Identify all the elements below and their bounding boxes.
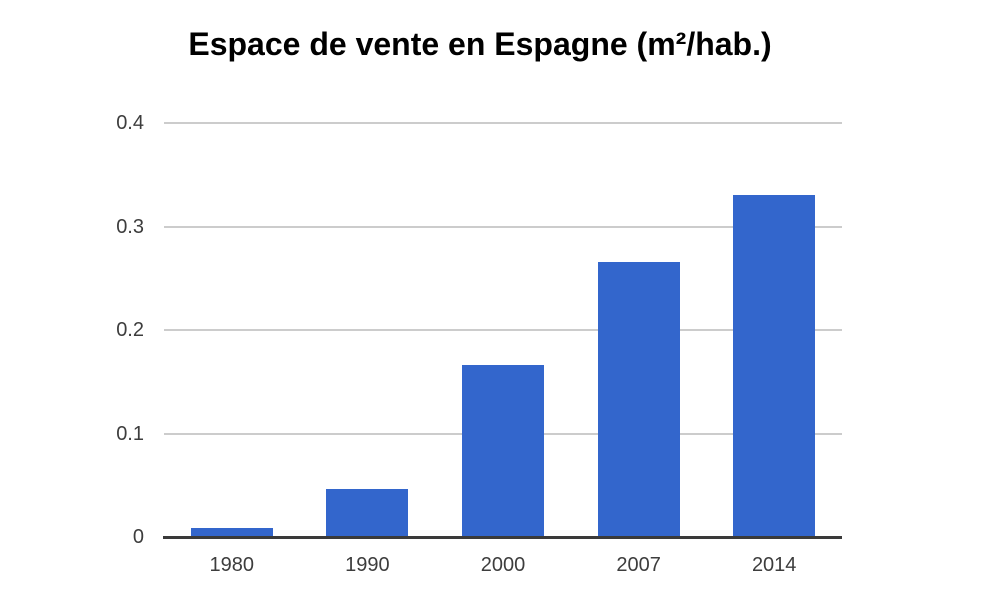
x-axis-tick-label: 1990 bbox=[345, 554, 390, 576]
y-axis-tick-label: 0.1 bbox=[116, 422, 144, 445]
y-axis-tick-label: 0.3 bbox=[116, 215, 144, 238]
x-axis-line bbox=[163, 536, 842, 539]
y-axis-tick-label: 0.2 bbox=[116, 319, 144, 341]
bar-2000 bbox=[462, 365, 544, 536]
x-axis-tick-label: 2007 bbox=[616, 554, 661, 576]
gridline-0.3 bbox=[164, 225, 842, 228]
x-axis-tick-label: 2014 bbox=[751, 554, 797, 576]
bar-2014 bbox=[733, 194, 816, 536]
x-axis-tick-label: 1980 bbox=[209, 554, 255, 576]
y-axis-tick-label: 0 bbox=[132, 526, 144, 548]
gridline-0.2 bbox=[164, 329, 842, 331]
y-axis-tick-label: 0.4 bbox=[116, 112, 144, 134]
x-axis-tick-label: 2000 bbox=[480, 554, 526, 576]
bar-1980 bbox=[190, 527, 273, 536]
bar-2007 bbox=[597, 261, 680, 536]
chart-title: Espace de vente en Espagne (m²/hab.) bbox=[188, 26, 772, 62]
gridline-0.4 bbox=[164, 122, 842, 124]
plot-area: 0 0.1 0.2 0.3 0.4 1980 1990 2000 2007 2014 bbox=[116, 112, 842, 576]
bar-1990 bbox=[326, 489, 409, 536]
